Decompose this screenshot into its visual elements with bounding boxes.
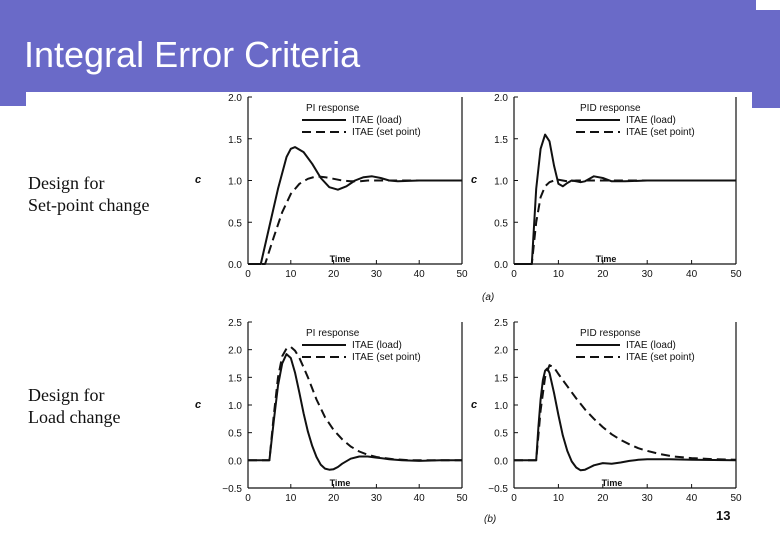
x-tick-label: 0 (245, 493, 251, 504)
title-bar-notch (756, 0, 780, 10)
x-tick-label: 30 (642, 269, 654, 280)
y-tick-label: 0.0 (228, 260, 242, 271)
x-tick-label: 20 (328, 493, 340, 504)
y-tick-label: 0.5 (228, 218, 242, 229)
chart-panel-1: 0 10 20 30 40 50 0.0 0.5 1.0 1.5 2.0 Time c PI respon… (195, 93, 468, 280)
y-axis-label: c (195, 399, 201, 411)
x-axis-label: Time (596, 254, 617, 264)
x-tick-label: 30 (642, 493, 654, 504)
y-tick-label: 1.0 (494, 401, 508, 412)
legend-entry: ITAE (set point) (626, 352, 695, 363)
y-tick-label: 1.5 (228, 135, 242, 146)
legend-entry: ITAE (set point) (626, 127, 695, 138)
y-tick-label: 2.5 (228, 318, 242, 329)
series-line-load (514, 367, 737, 472)
right-accent-bar (752, 92, 780, 108)
y-axis-label: c (471, 174, 477, 186)
y-tick-label: 2.0 (494, 93, 508, 104)
series-line-set-point (248, 175, 462, 265)
y-tick-label: 1.5 (494, 373, 508, 384)
legend-entry: ITAE (set point) (352, 127, 421, 138)
y-tick-label: 1.5 (494, 135, 508, 146)
x-tick-label: 40 (414, 269, 426, 280)
y-tick-label: 1.0 (228, 401, 242, 412)
y-tick-label: 1.0 (228, 177, 242, 188)
y-tick-label: 2.5 (494, 318, 508, 329)
y-axis-label: c (195, 174, 201, 186)
x-tick-label: 50 (456, 493, 468, 504)
y-tick-label: 2.0 (494, 346, 508, 357)
row-label-setpoint: Design for Set-point change (28, 172, 149, 216)
x-axis-label: Time (330, 478, 351, 488)
y-tick-label: −0.5 (488, 484, 508, 495)
series-line-load (248, 146, 462, 265)
y-tick-label: 0.0 (228, 456, 242, 467)
y-axis-label: c (471, 399, 477, 411)
x-axis-label: Time (602, 478, 623, 488)
y-tick-label: 0.5 (228, 429, 242, 440)
row-label-line: Design for (28, 385, 105, 405)
legend-entry: ITAE (load) (352, 340, 402, 351)
legend-title: PI response (306, 328, 360, 339)
y-tick-label: 2.0 (228, 93, 242, 104)
slide-title: Integral Error Criteria (24, 34, 361, 75)
chart-panel-3: 0 10 20 30 40 50 −0.5 0.0 0.5 1.0 1.5 2.0 2.5 Time c PI… (195, 318, 468, 504)
x-tick-label: 20 (328, 269, 340, 280)
x-tick-label: 40 (686, 269, 698, 280)
legend-entry: ITAE (load) (626, 340, 676, 351)
y-tick-label: 1.5 (228, 373, 242, 384)
x-tick-label: 10 (285, 493, 297, 504)
series-line-load (248, 353, 462, 471)
panel-tag-b: (b) (484, 514, 496, 525)
series-line-set-point (514, 178, 736, 265)
legend-entry: ITAE (load) (352, 115, 402, 126)
x-tick-label: 10 (553, 269, 565, 280)
row-label-line: Load change (28, 407, 121, 427)
panel-tag-a: (a) (482, 292, 494, 303)
row-label-line: Set-point change (28, 195, 150, 215)
legend-entry: ITAE (load) (626, 115, 676, 126)
chart-panel-2: 0 10 20 30 40 50 0.0 0.5 1.0 1.5 2.0 Time c PID respo… (471, 93, 742, 280)
x-tick-label: 0 (511, 493, 517, 504)
x-tick-label: 40 (414, 493, 426, 504)
x-tick-label: 40 (686, 493, 698, 504)
x-tick-label: 30 (371, 493, 383, 504)
series-line-load (514, 133, 736, 265)
y-tick-label: 0.0 (494, 260, 508, 271)
legend-title: PID response (580, 103, 641, 114)
series-line-set-point (248, 345, 462, 462)
x-tick-label: 0 (245, 269, 251, 280)
y-tick-label: 0.5 (494, 429, 508, 440)
chart-panel-4: 0 10 20 30 40 50 −0.5 0.0 0.5 1.0 1.5 2.0 2.5 Time c PI… (471, 318, 742, 504)
x-tick-label: 10 (285, 269, 297, 280)
title-divider (0, 92, 780, 93)
x-tick-label: 50 (730, 493, 742, 504)
y-tick-label: 0.0 (494, 456, 508, 467)
left-accent-bar (0, 92, 26, 106)
legend-entry: ITAE (set point) (352, 352, 421, 363)
x-tick-label: 50 (730, 269, 742, 280)
x-tick-label: 50 (456, 269, 468, 280)
x-tick-label: 30 (371, 269, 383, 280)
row-label-line: Design for (28, 173, 105, 193)
x-tick-label: 0 (511, 269, 517, 280)
x-tick-label: 10 (553, 493, 565, 504)
series-line-set-point (514, 364, 737, 462)
slide-number: 13 (716, 508, 731, 523)
x-tick-label: 20 (597, 269, 609, 280)
y-tick-label: 2.0 (228, 346, 242, 357)
y-tick-label: 1.0 (494, 177, 508, 188)
row-label-load: Design for Load change (28, 384, 120, 428)
legend-title: PI response (306, 103, 360, 114)
x-axis-label: Time (330, 254, 351, 264)
legend-title: PID response (580, 328, 641, 339)
y-tick-label: −0.5 (222, 484, 242, 495)
y-tick-label: 0.5 (494, 218, 508, 229)
title-bar: Integral Error Criteria (0, 0, 780, 92)
x-tick-label: 20 (597, 493, 609, 504)
